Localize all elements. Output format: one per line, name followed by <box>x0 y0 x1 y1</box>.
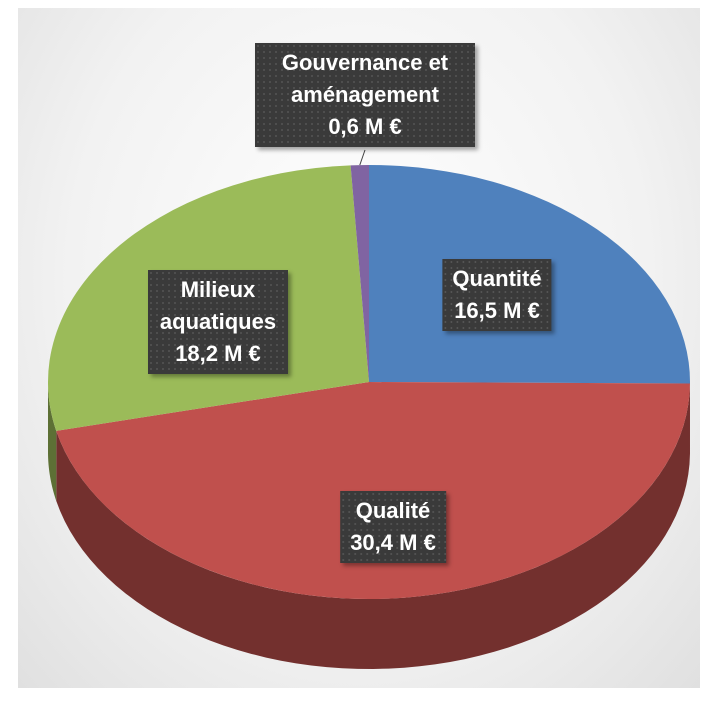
label-category: Gouvernance et aménagement <box>281 50 449 107</box>
data-label: Qualité 30,4 M € <box>340 491 446 563</box>
label-value: 30,4 M € <box>350 530 436 555</box>
slice <box>56 382 690 600</box>
slice-side <box>48 382 57 501</box>
data-label: Gouvernance et aménagement 0,6 M € <box>255 43 475 147</box>
data-label: Quantité 16,5 M € <box>442 259 552 331</box>
label-value: 16,5 M € <box>454 298 540 323</box>
slice-side <box>56 383 690 669</box>
label-value: 0,6 M € <box>328 114 402 139</box>
label-category: Milieux aquatiques <box>159 277 277 334</box>
leader-line <box>359 149 366 166</box>
data-label: Milieux aquatiques 18,2 M € <box>148 270 288 374</box>
label-category: Quantité <box>452 266 542 291</box>
label-category: Qualité <box>355 498 431 523</box>
label-value: 18,2 M € <box>175 341 261 366</box>
slice <box>350 165 369 382</box>
